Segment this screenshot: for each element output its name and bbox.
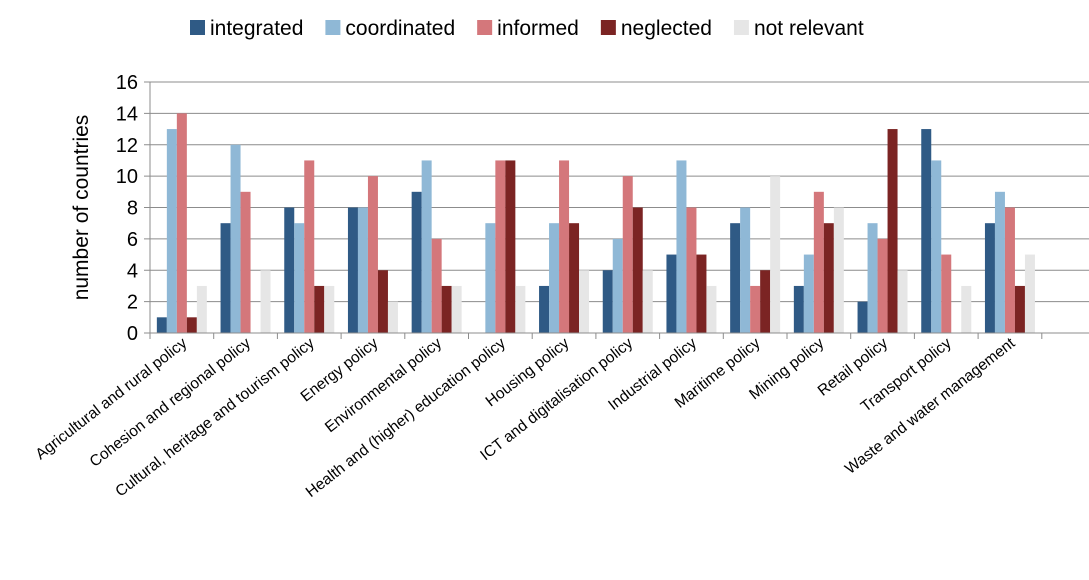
bar-integrated — [793, 285, 804, 333]
legend-swatch — [477, 20, 493, 35]
legend-swatch — [733, 20, 749, 35]
bar-coordinated — [931, 160, 942, 333]
legend-label: not relevant — [754, 17, 864, 40]
bar-neglected — [1014, 285, 1025, 333]
bar-informed — [877, 238, 888, 333]
bar-coordinated — [485, 223, 496, 333]
bar-integrated — [539, 285, 550, 333]
y-tick-label: 2 — [127, 292, 138, 314]
y-tick-label: 8 — [127, 198, 138, 220]
bar-coordinated — [740, 207, 751, 333]
bar-integrated — [857, 301, 868, 333]
legend: integrated coordinated informed neglected no… — [190, 17, 864, 40]
bar-not-relevant — [833, 207, 844, 333]
y-tick-label: 4 — [127, 260, 138, 282]
bar-not-relevant — [324, 285, 335, 333]
bar-not-relevant — [642, 270, 653, 333]
bar-informed — [240, 191, 251, 333]
bar-informed — [176, 113, 187, 333]
y-axis-label: number of countries — [70, 115, 93, 301]
bar-neglected — [314, 285, 325, 333]
bar-informed — [304, 160, 315, 333]
bar-integrated — [347, 207, 358, 333]
bar-integrated — [411, 191, 422, 333]
bar-neglected — [186, 317, 197, 333]
legend-label: neglected — [621, 17, 712, 40]
bar-not-relevant — [387, 301, 398, 333]
bar-neglected — [441, 285, 452, 333]
bar-neglected — [823, 223, 834, 333]
y-tick-label: 12 — [116, 135, 138, 157]
bar-not-relevant — [260, 270, 271, 333]
bar-neglected — [505, 160, 516, 333]
bar-integrated — [984, 223, 995, 333]
bar-informed — [941, 254, 952, 333]
bar-not-relevant — [1024, 254, 1035, 333]
bar-integrated — [730, 223, 741, 333]
y-tick-label: 16 — [116, 72, 138, 94]
bar-not-relevant — [770, 176, 781, 333]
bar-coordinated — [294, 223, 305, 333]
y-tick-label: 6 — [127, 229, 138, 251]
bar-informed — [813, 191, 824, 333]
bar-coordinated — [230, 144, 241, 333]
bar-not-relevant — [451, 285, 462, 333]
legend-swatch — [600, 20, 616, 35]
bar-neglected — [377, 270, 388, 333]
bar-informed — [431, 238, 442, 333]
bar-coordinated — [357, 207, 368, 333]
bar-coordinated — [676, 160, 687, 333]
bar-informed — [367, 176, 378, 333]
bar-informed — [559, 160, 570, 333]
bar-neglected — [887, 129, 898, 333]
bar-integrated — [666, 254, 677, 333]
bar-coordinated — [612, 238, 623, 333]
bar-integrated — [284, 207, 295, 333]
bar-coordinated — [549, 223, 560, 333]
bar-coordinated — [803, 254, 814, 333]
bar-coordinated — [994, 191, 1005, 333]
bar-neglected — [696, 254, 707, 333]
bar-informed — [622, 176, 633, 333]
bar-not-relevant — [579, 270, 590, 333]
bar-informed — [1004, 207, 1015, 333]
bar-neglected — [760, 270, 771, 333]
y-tick-label: 14 — [116, 103, 138, 125]
bar-integrated — [220, 223, 231, 333]
bar-informed — [495, 160, 506, 333]
bar-informed — [750, 285, 761, 333]
bar-not-relevant — [897, 270, 908, 333]
bar-integrated — [921, 129, 932, 333]
bar-coordinated — [421, 160, 432, 333]
bar-not-relevant — [515, 285, 526, 333]
bar-coordinated — [867, 223, 878, 333]
bar-not-relevant — [196, 285, 207, 333]
bar-integrated — [602, 270, 613, 333]
bar-neglected — [632, 207, 643, 333]
bar-not-relevant — [961, 285, 972, 333]
x-tick-label: Environmental policy — [322, 335, 445, 437]
bars — [156, 113, 1035, 333]
bar-informed — [686, 207, 697, 333]
y-tick-label: 10 — [116, 166, 138, 188]
legend-swatch — [190, 20, 205, 35]
legend-swatch — [325, 20, 341, 35]
bar-neglected — [569, 223, 580, 333]
bar-not-relevant — [706, 285, 717, 333]
legend-label: integrated — [210, 17, 303, 40]
legend-label: informed — [497, 17, 579, 40]
bar-coordinated — [166, 129, 177, 333]
bar-integrated — [156, 317, 167, 333]
legend-label: coordinated — [345, 17, 455, 40]
y-tick-label: 0 — [127, 323, 138, 345]
